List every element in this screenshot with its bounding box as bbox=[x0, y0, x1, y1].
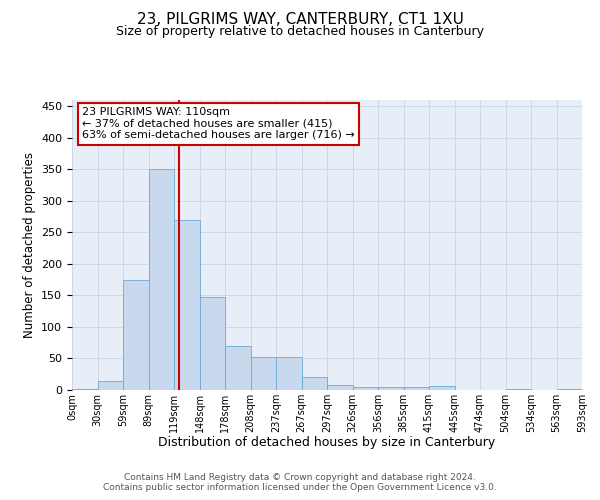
Bar bbox=[353, 387, 378, 390]
Bar bbox=[378, 387, 404, 390]
Bar bbox=[327, 385, 353, 390]
Bar bbox=[251, 356, 276, 390]
Text: 23 PILGRIMS WAY: 110sqm
← 37% of detached houses are smaller (415)
63% of semi-d: 23 PILGRIMS WAY: 110sqm ← 37% of detache… bbox=[82, 108, 355, 140]
Text: 23, PILGRIMS WAY, CANTERBURY, CT1 1XU: 23, PILGRIMS WAY, CANTERBURY, CT1 1XU bbox=[137, 12, 463, 28]
Text: Size of property relative to detached houses in Canterbury: Size of property relative to detached ho… bbox=[116, 25, 484, 38]
Bar bbox=[149, 170, 174, 390]
Bar bbox=[174, 220, 199, 390]
Bar bbox=[557, 388, 582, 390]
Bar bbox=[505, 388, 531, 390]
Text: Contains public sector information licensed under the Open Government Licence v3: Contains public sector information licen… bbox=[103, 484, 497, 492]
Bar bbox=[276, 356, 302, 390]
Text: Contains HM Land Registry data © Crown copyright and database right 2024.: Contains HM Land Registry data © Crown c… bbox=[124, 472, 476, 482]
Bar bbox=[97, 380, 123, 390]
Bar bbox=[225, 346, 251, 390]
Bar bbox=[302, 378, 327, 390]
Bar bbox=[123, 280, 149, 390]
Bar bbox=[404, 387, 429, 390]
Bar bbox=[429, 386, 455, 390]
Y-axis label: Number of detached properties: Number of detached properties bbox=[23, 152, 35, 338]
Bar bbox=[199, 296, 225, 390]
Bar bbox=[72, 388, 97, 390]
Text: Distribution of detached houses by size in Canterbury: Distribution of detached houses by size … bbox=[158, 436, 496, 449]
